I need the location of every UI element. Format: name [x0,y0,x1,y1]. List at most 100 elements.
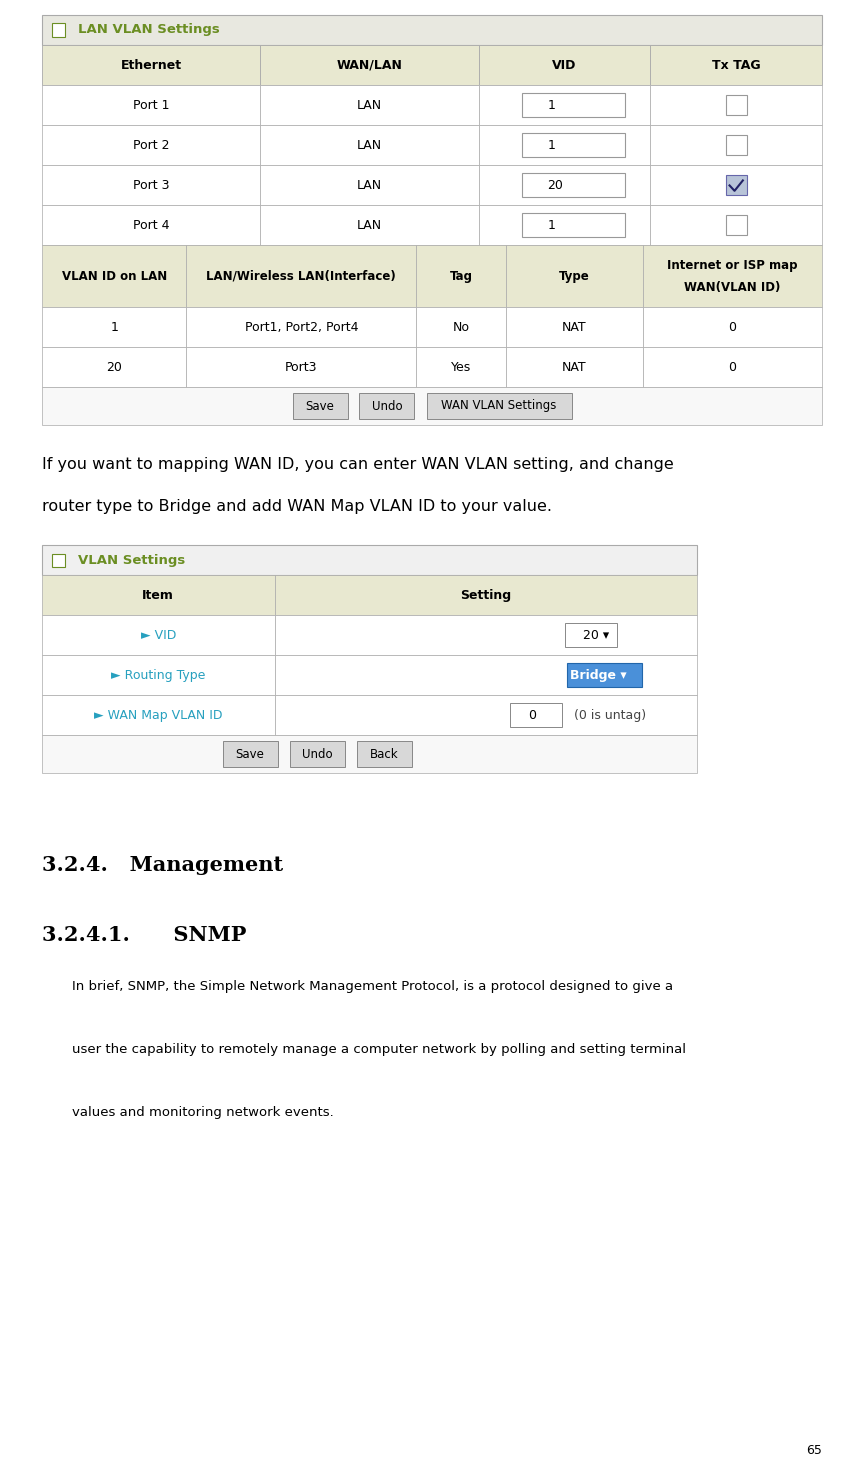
Bar [522,133,625,157]
Text: Internet or ISP map: Internet or ISP map [667,258,797,271]
Text: Tag: Tag [450,270,473,283]
Bar [42,15,822,45]
Bar [643,348,822,387]
Text: WAN/LAN: WAN/LAN [337,59,403,72]
Text: 3.2.4.1.      SNMP: 3.2.4.1. SNMP [42,926,246,945]
Text: 20: 20 [548,179,563,192]
Bar [42,615,275,654]
Text: ► Routing Type: ► Routing Type [111,669,206,682]
Text: Port 3: Port 3 [133,179,169,192]
Bar [506,348,643,387]
Text: 20: 20 [106,361,122,374]
Bar [651,164,822,205]
Text: 20 ▾: 20 ▾ [583,628,609,641]
Bar [260,164,479,205]
Bar [275,695,697,735]
Bar [293,393,347,420]
Bar [643,307,822,348]
Bar [52,553,65,566]
Text: VLAN Settings: VLAN Settings [78,553,185,566]
Bar [42,245,187,307]
Text: WAN(VLAN ID): WAN(VLAN ID) [684,280,780,293]
Text: Ethernet: Ethernet [121,59,181,72]
Bar [42,307,187,348]
Text: Undo: Undo [372,399,403,412]
Bar [275,615,697,654]
Text: Save: Save [236,748,264,760]
Text: 0: 0 [728,320,736,333]
Text: 0: 0 [728,361,736,374]
Text: 65: 65 [806,1444,822,1457]
Bar [726,214,746,235]
Bar [187,307,416,348]
Bar [52,23,65,37]
Bar [42,654,275,695]
Bar [416,348,506,387]
Bar [260,125,479,164]
Text: user the capability to remotely manage a computer network by polling and setting: user the capability to remotely manage a… [72,1043,686,1056]
Text: Port 4: Port 4 [133,219,169,232]
Bar [42,45,260,85]
Bar [42,348,187,387]
Bar [726,175,746,195]
Bar [479,205,651,245]
Bar [511,703,562,728]
Text: WAN VLAN Settings: WAN VLAN Settings [442,399,556,412]
Text: ► WAN Map VLAN ID: ► WAN Map VLAN ID [94,709,223,722]
Bar [651,205,822,245]
Text: NAT: NAT [562,361,587,374]
Bar [726,94,746,116]
Text: 1: 1 [548,138,556,151]
Text: LAN: LAN [357,138,382,151]
Bar [506,307,643,348]
Bar [42,695,275,735]
Bar [289,741,345,767]
Text: ► VID: ► VID [141,628,176,641]
Text: Save: Save [306,399,334,412]
Bar [651,125,822,164]
Bar [260,205,479,245]
Text: Port3: Port3 [285,361,318,374]
Text: 1: 1 [548,219,556,232]
Bar [565,622,617,647]
Bar [522,213,625,236]
Text: Item: Item [143,588,175,601]
Bar [357,741,411,767]
Text: LAN/Wireless LAN(Interface): LAN/Wireless LAN(Interface) [206,270,397,283]
Bar [223,741,277,767]
Bar [187,245,416,307]
Text: 0: 0 [529,709,537,722]
Bar [260,45,479,85]
Bar [42,387,822,425]
Bar [651,85,822,125]
Bar [506,245,643,307]
Bar [42,735,697,773]
Bar [42,546,697,575]
Text: 1: 1 [548,98,556,111]
Text: Bridge ▾: Bridge ▾ [570,669,627,682]
Text: Tx TAG: Tx TAG [712,59,760,72]
Bar [651,45,822,85]
Text: (0 is untag): (0 is untag) [575,709,646,722]
Text: LAN VLAN Settings: LAN VLAN Settings [78,23,219,37]
Text: LAN: LAN [357,179,382,192]
Text: NAT: NAT [562,320,587,333]
Text: Back: Back [370,748,398,760]
Text: router type to Bridge and add WAN Map VLAN ID to your value.: router type to Bridge and add WAN Map VL… [42,499,552,513]
Text: 3.2.4.   Management: 3.2.4. Management [42,855,283,874]
Text: Port 2: Port 2 [133,138,169,151]
Text: No: No [453,320,470,333]
Text: Port 1: Port 1 [133,98,169,111]
Bar [42,125,260,164]
Text: If you want to mapping WAN ID, you can enter WAN VLAN setting, and change: If you want to mapping WAN ID, you can e… [42,458,674,472]
Text: In brief, SNMP, the Simple Network Management Protocol, is a protocol designed t: In brief, SNMP, the Simple Network Manag… [72,980,673,993]
Text: LAN: LAN [357,98,382,111]
Bar [479,45,651,85]
Bar [42,164,260,205]
Bar [42,85,260,125]
Text: values and monitoring network events.: values and monitoring network events. [72,1106,334,1119]
Bar [427,393,571,420]
Bar [359,393,415,420]
Bar [260,85,479,125]
Bar [479,164,651,205]
